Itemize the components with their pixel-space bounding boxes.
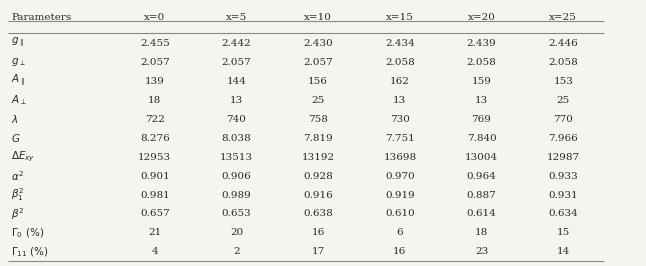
Text: 0.614: 0.614 bbox=[466, 209, 496, 218]
Text: 16: 16 bbox=[393, 247, 406, 256]
Text: 2.434: 2.434 bbox=[385, 39, 415, 48]
Text: 0.638: 0.638 bbox=[304, 209, 333, 218]
Text: $\Gamma_{0}$ (%): $\Gamma_{0}$ (%) bbox=[11, 226, 44, 240]
Text: 722: 722 bbox=[145, 115, 165, 124]
Text: 0.964: 0.964 bbox=[466, 172, 496, 181]
Text: 12987: 12987 bbox=[547, 153, 580, 162]
Text: 0.887: 0.887 bbox=[466, 190, 496, 200]
Text: 2.057: 2.057 bbox=[304, 58, 333, 67]
Text: 2.058: 2.058 bbox=[385, 58, 415, 67]
Text: 2.057: 2.057 bbox=[140, 58, 170, 67]
Text: 13: 13 bbox=[230, 96, 243, 105]
Text: 7.819: 7.819 bbox=[304, 134, 333, 143]
Text: 6: 6 bbox=[397, 228, 403, 238]
Text: $\lambda$: $\lambda$ bbox=[11, 113, 19, 125]
Text: 2.446: 2.446 bbox=[548, 39, 578, 48]
Text: 2.430: 2.430 bbox=[304, 39, 333, 48]
Text: Parameters: Parameters bbox=[11, 13, 71, 22]
Text: 13513: 13513 bbox=[220, 153, 253, 162]
Text: 25: 25 bbox=[557, 96, 570, 105]
Text: 769: 769 bbox=[472, 115, 492, 124]
Text: 144: 144 bbox=[227, 77, 246, 86]
Text: x=5: x=5 bbox=[226, 13, 247, 22]
Text: 153: 153 bbox=[554, 77, 573, 86]
Text: 21: 21 bbox=[148, 228, 162, 238]
Text: 0.919: 0.919 bbox=[385, 190, 415, 200]
Text: 4: 4 bbox=[151, 247, 158, 256]
Text: 0.657: 0.657 bbox=[140, 209, 170, 218]
Text: 13004: 13004 bbox=[465, 153, 498, 162]
Text: 0.653: 0.653 bbox=[222, 209, 251, 218]
Text: 13: 13 bbox=[393, 96, 406, 105]
Text: 14: 14 bbox=[557, 247, 570, 256]
Text: 18: 18 bbox=[475, 228, 488, 238]
Text: 2: 2 bbox=[233, 247, 240, 256]
Text: 23: 23 bbox=[475, 247, 488, 256]
Text: 0.981: 0.981 bbox=[140, 190, 170, 200]
Text: 16: 16 bbox=[311, 228, 325, 238]
Text: 0.933: 0.933 bbox=[548, 172, 578, 181]
Text: $A_{\parallel}$: $A_{\parallel}$ bbox=[11, 73, 25, 89]
Text: 770: 770 bbox=[554, 115, 573, 124]
Text: 2.058: 2.058 bbox=[548, 58, 578, 67]
Text: 730: 730 bbox=[390, 115, 410, 124]
Text: 13192: 13192 bbox=[302, 153, 335, 162]
Text: 162: 162 bbox=[390, 77, 410, 86]
Text: 18: 18 bbox=[148, 96, 162, 105]
Text: $A_{\perp}$: $A_{\perp}$ bbox=[11, 93, 26, 107]
Text: x=10: x=10 bbox=[304, 13, 332, 22]
Text: $\alpha^{2}$: $\alpha^{2}$ bbox=[11, 169, 24, 183]
Text: 8.038: 8.038 bbox=[222, 134, 251, 143]
Text: 15: 15 bbox=[557, 228, 570, 238]
Text: 0.970: 0.970 bbox=[385, 172, 415, 181]
Text: 2.442: 2.442 bbox=[222, 39, 251, 48]
Text: $g_{\perp}$: $g_{\perp}$ bbox=[11, 56, 26, 68]
Text: 17: 17 bbox=[311, 247, 325, 256]
Text: 2.058: 2.058 bbox=[466, 58, 496, 67]
Text: 7.840: 7.840 bbox=[466, 134, 496, 143]
Text: 0.634: 0.634 bbox=[548, 209, 578, 218]
Text: 13698: 13698 bbox=[383, 153, 417, 162]
Text: 7.751: 7.751 bbox=[385, 134, 415, 143]
Text: $\beta^{2}$: $\beta^{2}$ bbox=[11, 206, 25, 222]
Text: 0.610: 0.610 bbox=[385, 209, 415, 218]
Text: 25: 25 bbox=[311, 96, 325, 105]
Text: 13: 13 bbox=[475, 96, 488, 105]
Text: $g_{\parallel}$: $g_{\parallel}$ bbox=[11, 36, 24, 51]
Text: x=0: x=0 bbox=[144, 13, 165, 22]
Text: 0.931: 0.931 bbox=[548, 190, 578, 200]
Text: 12953: 12953 bbox=[138, 153, 171, 162]
Text: $\Delta E_{xy}$: $\Delta E_{xy}$ bbox=[11, 150, 36, 164]
Text: 2.057: 2.057 bbox=[222, 58, 251, 67]
Text: x=25: x=25 bbox=[549, 13, 577, 22]
Text: 139: 139 bbox=[145, 77, 165, 86]
Text: $\Gamma_{11}$ (%): $\Gamma_{11}$ (%) bbox=[11, 245, 49, 259]
Text: 7.966: 7.966 bbox=[548, 134, 578, 143]
Text: 0.916: 0.916 bbox=[304, 190, 333, 200]
Text: 159: 159 bbox=[472, 77, 492, 86]
Text: 0.906: 0.906 bbox=[222, 172, 251, 181]
Text: $\beta_{1}^{2}$: $\beta_{1}^{2}$ bbox=[11, 187, 25, 203]
Text: $G$: $G$ bbox=[11, 132, 21, 144]
Text: 758: 758 bbox=[308, 115, 328, 124]
Text: 2.455: 2.455 bbox=[140, 39, 170, 48]
Text: x=20: x=20 bbox=[468, 13, 495, 22]
Text: 2.439: 2.439 bbox=[466, 39, 496, 48]
Text: x=15: x=15 bbox=[386, 13, 414, 22]
Text: 0.901: 0.901 bbox=[140, 172, 170, 181]
Text: 0.989: 0.989 bbox=[222, 190, 251, 200]
Text: 20: 20 bbox=[230, 228, 243, 238]
Text: 0.928: 0.928 bbox=[304, 172, 333, 181]
Text: 8.276: 8.276 bbox=[140, 134, 170, 143]
Text: 156: 156 bbox=[308, 77, 328, 86]
Text: 740: 740 bbox=[227, 115, 246, 124]
